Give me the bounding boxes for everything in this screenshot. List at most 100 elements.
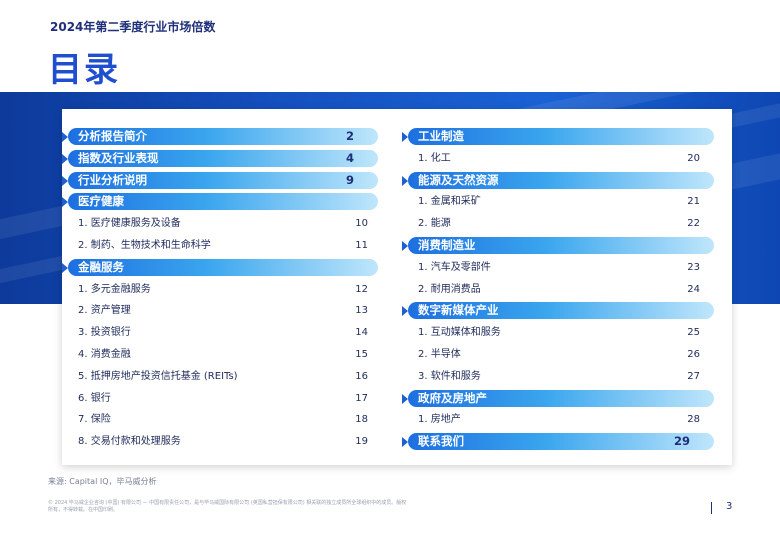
toc-item-entry[interactable]: 6. 银行 17 — [78, 390, 384, 408]
toc-section[interactable]: 金融服务 — [62, 258, 384, 277]
toc-section[interactable]: 工业制造 — [402, 128, 720, 146]
toc-item[interactable]: 1. 金属和采矿 21 — [402, 193, 720, 211]
toc-item-entry[interactable]: 1. 汽车及零部件 23 — [418, 259, 720, 277]
toc-item-label: 7. 保险 — [78, 414, 111, 426]
toc-item-entry[interactable]: 8. 交易付款和处理服务 19 — [78, 433, 384, 451]
toc-item-page: 21 — [687, 196, 700, 208]
toc-section-pill[interactable]: 工业制造 — [402, 128, 714, 145]
toc-item-page: 13 — [355, 305, 368, 317]
toc-item-entry[interactable]: 3. 软件和服务 27 — [418, 368, 720, 386]
toc-item-label: 1. 化工 — [418, 152, 451, 164]
toc-section[interactable]: 联系我们 29 — [402, 433, 720, 451]
toc-section-pill[interactable]: 医疗健康 — [62, 193, 378, 211]
toc-item[interactable]: 7. 保险 18 — [62, 411, 384, 429]
toc-arrow-icon — [62, 197, 68, 208]
source-note: 来源: Capital IQ，毕马威分析 — [48, 477, 157, 486]
toc-item-entry[interactable]: 2. 耐用消费品 24 — [418, 281, 720, 299]
toc-item[interactable]: 4. 消费金融 15 — [62, 346, 384, 364]
toc-item-entry[interactable]: 2. 资产管理 13 — [78, 302, 384, 320]
toc-item[interactable]: 1. 互动媒体和服务 25 — [402, 324, 720, 342]
toc-section-label: 行业分析说明 — [78, 172, 147, 187]
toc-item-label: 3. 投资银行 — [78, 327, 131, 339]
toc-section[interactable]: 能源及天然资源 — [402, 171, 720, 190]
toc-item-entry[interactable]: 1. 医疗健康服务及设备 10 — [78, 215, 384, 233]
toc-item-entry[interactable]: 5. 抵押房地产投资信托基金 (REITs) 16 — [78, 368, 384, 386]
toc-item-page: 28 — [687, 414, 700, 426]
toc-arrow-icon — [62, 175, 68, 186]
toc-item-entry[interactable]: 1. 化工 20 — [418, 150, 720, 168]
toc-section-pill[interactable]: 消费制造业 — [402, 237, 714, 254]
toc-section-pill[interactable]: 联系我们 29 — [402, 433, 714, 451]
toc-item-label: 4. 消费金融 — [78, 349, 131, 360]
toc-section-label: 政府及房地产 — [418, 390, 487, 405]
toc-item[interactable]: 2. 能源 22 — [402, 215, 720, 233]
toc-arrow-icon — [62, 132, 68, 142]
toc-item[interactable]: 1. 医疗健康服务及设备 10 — [62, 215, 384, 233]
toc-section-label: 工业制造 — [418, 129, 464, 143]
toc-item-entry[interactable]: 4. 消费金融 15 — [78, 346, 384, 364]
toc-arrow-icon — [402, 241, 408, 251]
toc-section-pill[interactable]: 指数及行业表现 4 — [62, 149, 378, 167]
toc-section[interactable]: 分析报告简介 2 — [62, 128, 384, 146]
toc-item-page: 24 — [687, 283, 700, 295]
toc-section-pill[interactable]: 数字新媒体产业 — [402, 302, 714, 320]
toc-item-page: 18 — [355, 414, 368, 426]
toc-item[interactable]: 1. 多元金融服务 12 — [62, 281, 384, 299]
toc-item-label: 2. 耐用消费品 — [418, 283, 481, 295]
toc-section[interactable]: 数字新媒体产业 — [402, 302, 720, 320]
toc-item-label: 2. 半导体 — [418, 349, 461, 360]
toc-section-page: 29 — [673, 434, 690, 449]
toc-item[interactable]: 3. 投资银行 14 — [62, 324, 384, 342]
toc-item[interactable]: 5. 抵押房地产投资信托基金 (REITs) 16 — [62, 368, 384, 386]
toc-item-label: 1. 医疗健康服务及设备 — [78, 218, 181, 230]
toc-section-pill[interactable]: 政府及房地产 — [402, 389, 714, 407]
page-title: 目录 — [48, 50, 120, 90]
toc-section-label: 数字新媒体产业 — [418, 303, 499, 318]
toc-item-entry[interactable]: 3. 投资银行 14 — [78, 324, 384, 342]
toc-section-label: 联系我们 — [418, 434, 464, 449]
toc-section[interactable]: 指数及行业表现 4 — [62, 149, 384, 168]
toc-section-pill[interactable]: 能源及天然资源 — [402, 171, 714, 189]
toc-section[interactable]: 政府及房地产 — [402, 389, 720, 408]
toc-section-pill[interactable]: 分析报告简介 2 — [62, 128, 378, 145]
toc-item-entry[interactable]: 2. 半导体 26 — [418, 346, 720, 364]
toc-item[interactable]: 8. 交易付款和处理服务 19 — [62, 433, 384, 451]
toc-item-label: 2. 资产管理 — [78, 305, 131, 317]
report-subtitle: 2024年第二季度行业市场倍数 — [50, 20, 216, 34]
toc-arrow-icon — [402, 393, 408, 404]
toc-item-entry[interactable]: 1. 多元金融服务 12 — [78, 281, 384, 299]
toc-arrow-icon — [402, 175, 408, 186]
toc-item-label: 1. 互动媒体和服务 — [418, 327, 501, 339]
toc-item[interactable]: 6. 银行 17 — [62, 390, 384, 408]
toc-item[interactable]: 2. 半导体 26 — [402, 346, 720, 364]
toc-item[interactable]: 2. 耐用消费品 24 — [402, 281, 720, 299]
toc-item-page: 27 — [687, 370, 700, 382]
page-number: 3 — [726, 501, 733, 512]
toc-section[interactable]: 行业分析说明 9 — [62, 171, 384, 190]
toc-section-pill[interactable]: 行业分析说明 9 — [62, 171, 378, 189]
toc-item-page: 19 — [355, 436, 368, 448]
toc-item-label: 1. 房地产 — [418, 414, 461, 426]
toc-section[interactable]: 医疗健康 — [62, 193, 384, 211]
toc-item-entry[interactable]: 7. 保险 18 — [78, 411, 384, 429]
toc-item[interactable]: 2. 资产管理 13 — [62, 302, 384, 320]
toc-item-entry[interactable]: 1. 房地产 28 — [418, 411, 720, 429]
toc-item-label: 2. 制药、生物技术和生命科学 — [78, 240, 211, 251]
toc-section-pill[interactable]: 金融服务 — [62, 258, 378, 276]
toc-item-page: 11 — [355, 240, 368, 251]
toc-section[interactable]: 消费制造业 — [402, 237, 720, 255]
toc-item-entry[interactable]: 1. 互动媒体和服务 25 — [418, 324, 720, 342]
toc-item[interactable]: 1. 化工 20 — [402, 150, 720, 168]
toc-item[interactable]: 2. 制药、生物技术和生命科学 11 — [62, 237, 384, 255]
toc-item[interactable]: 3. 软件和服务 27 — [402, 368, 720, 386]
toc-item[interactable]: 1. 房地产 28 — [402, 411, 720, 429]
toc-item-entry[interactable]: 2. 制药、生物技术和生命科学 11 — [78, 237, 384, 255]
toc-section-label: 分析报告简介 — [78, 129, 147, 143]
toc-item-page: 23 — [687, 261, 700, 273]
toc-item-entry[interactable]: 2. 能源 22 — [418, 215, 720, 233]
toc-item-entry[interactable]: 1. 金属和采矿 21 — [418, 193, 720, 211]
toc-item-page: 12 — [355, 283, 368, 295]
toc-item[interactable]: 1. 汽车及零部件 23 — [402, 259, 720, 277]
page-number-divider — [711, 502, 712, 514]
toc-arrow-icon — [402, 306, 408, 317]
